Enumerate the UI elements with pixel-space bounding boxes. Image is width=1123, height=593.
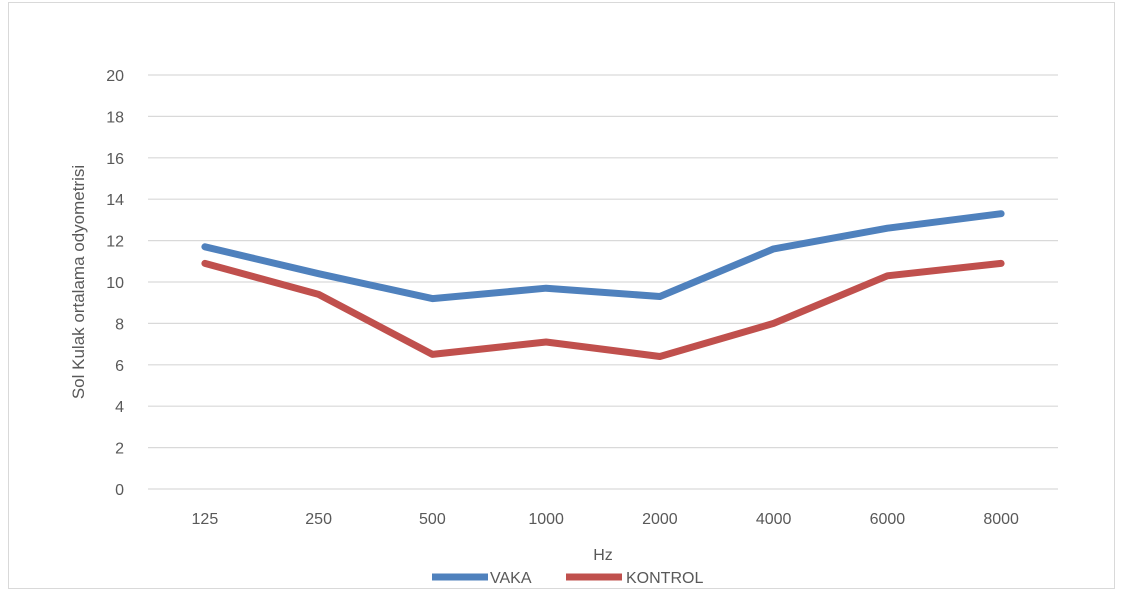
y-tick-label: 10 bbox=[106, 275, 124, 292]
y-tick-label: 16 bbox=[106, 151, 124, 168]
y-tick-label: 20 bbox=[106, 68, 124, 85]
y-tick-label: 14 bbox=[106, 192, 124, 209]
x-tick-label: 4000 bbox=[756, 511, 792, 528]
legend-label-kontrol: KONTROL bbox=[626, 570, 703, 587]
x-axis-ticks: 125 250 500 1000 2000 4000 6000 8000 bbox=[192, 511, 1020, 528]
x-tick-label: 6000 bbox=[870, 511, 906, 528]
legend: VAKA KONTROL bbox=[432, 570, 703, 587]
x-tick-label: 8000 bbox=[983, 511, 1019, 528]
gridlines bbox=[148, 74, 1058, 490]
series-line-vaka bbox=[201, 210, 1005, 303]
y-tick-label: 12 bbox=[106, 234, 124, 251]
y-tick-label: 18 bbox=[106, 109, 124, 126]
x-tick-label: 1000 bbox=[528, 511, 564, 528]
series-lines bbox=[201, 210, 1005, 360]
y-axis-label: Sol Kulak ortalama odyometrisi bbox=[69, 165, 88, 399]
x-tick-label: 125 bbox=[192, 511, 219, 528]
x-axis-label: Hz bbox=[593, 547, 613, 564]
y-tick-label: 4 bbox=[115, 399, 124, 416]
series-line-kontrol bbox=[201, 259, 1005, 360]
y-tick-label: 0 bbox=[115, 482, 124, 499]
y-tick-label: 2 bbox=[115, 441, 124, 458]
legend-label-vaka: VAKA bbox=[490, 570, 532, 587]
x-tick-label: 500 bbox=[419, 511, 446, 528]
y-tick-label: 6 bbox=[115, 358, 124, 375]
x-tick-label: 250 bbox=[305, 511, 332, 528]
y-tick-label: 8 bbox=[115, 316, 124, 333]
chart-frame bbox=[8, 2, 1115, 589]
y-axis-ticks: 0 2 4 6 8 10 12 14 16 18 20 bbox=[106, 68, 124, 499]
x-tick-label: 2000 bbox=[642, 511, 678, 528]
